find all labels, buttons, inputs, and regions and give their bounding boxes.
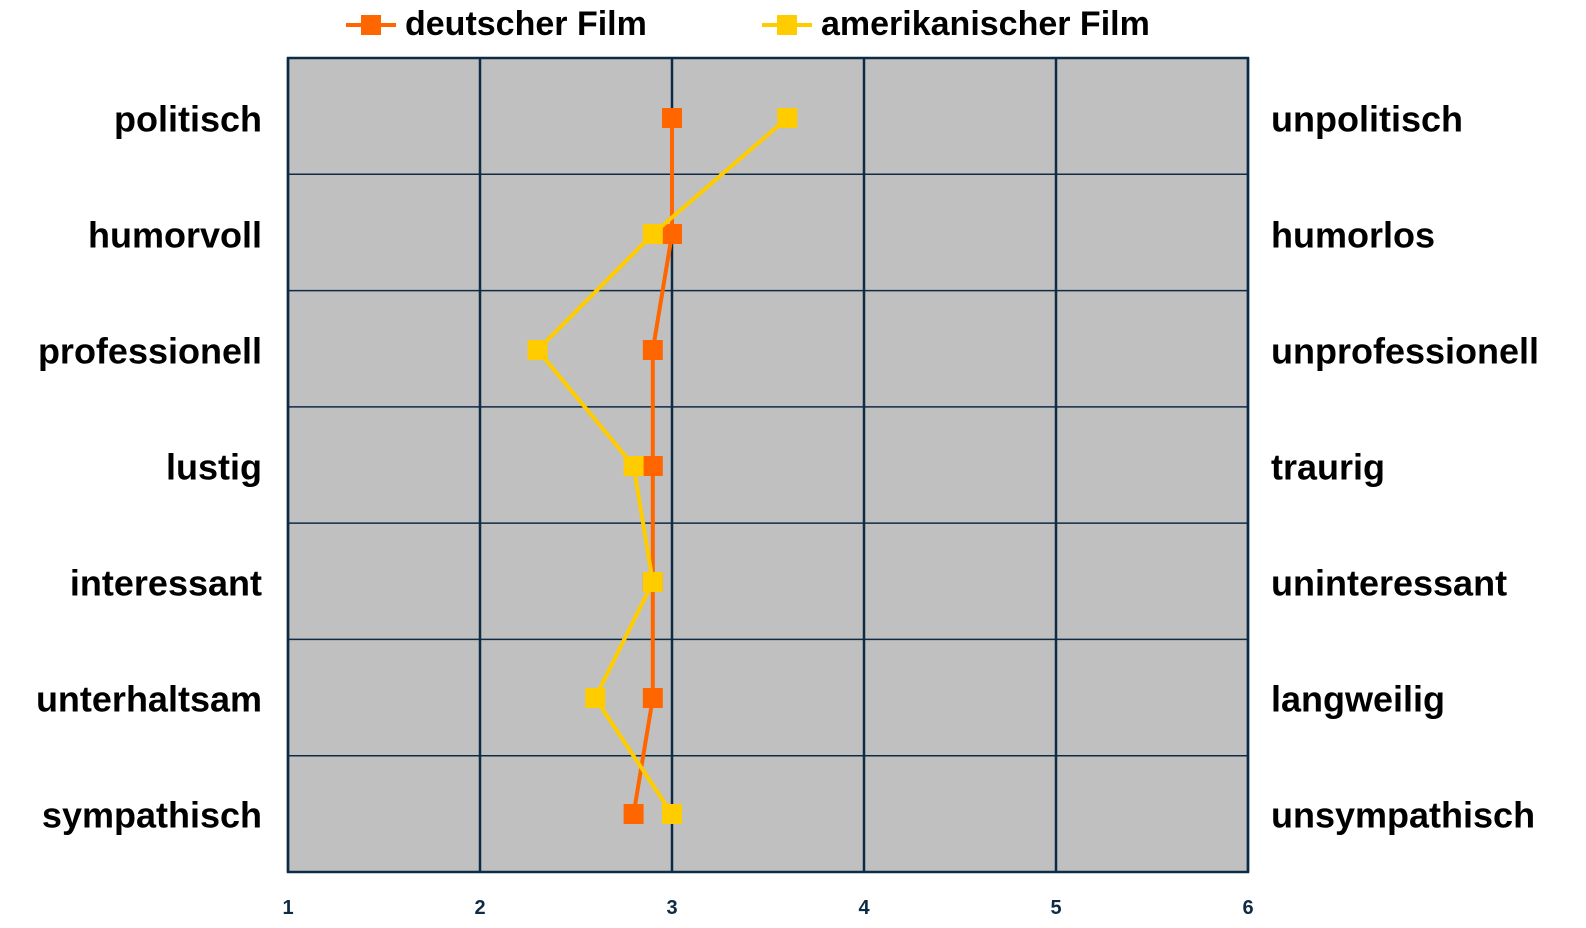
data-point — [777, 108, 798, 128]
right-category-label: uninteressant — [1271, 563, 1507, 604]
left-category-label: unterhaltsam — [36, 679, 262, 720]
data-point — [623, 456, 644, 476]
left-category-label: professionell — [38, 331, 262, 372]
x-tick-label: 2 — [474, 897, 485, 919]
right-category-label: humorlos — [1271, 215, 1435, 256]
left-category-label: sympathisch — [42, 795, 262, 836]
plot-area — [288, 58, 1248, 872]
data-point — [585, 688, 606, 708]
left-category-label: interessant — [70, 563, 262, 604]
legend: deutscher Film amerikanischer Film — [346, 5, 1150, 43]
legend-label: amerikanischer Film — [821, 5, 1150, 43]
right-category-label: traurig — [1271, 447, 1385, 488]
x-tick-label: 4 — [858, 897, 870, 919]
left-category-label: lustig — [166, 447, 262, 488]
x-axis-ticks: 1 2 3 4 5 6 — [282, 897, 1253, 919]
data-point — [662, 804, 682, 824]
x-tick-label: 1 — [282, 897, 293, 919]
x-tick-label: 3 — [666, 897, 677, 919]
data-point — [642, 572, 663, 592]
legend-marker — [361, 15, 381, 35]
right-category-label: unsympathisch — [1271, 795, 1535, 836]
data-point — [642, 688, 663, 708]
legend-label: deutscher Film — [405, 5, 647, 43]
left-category-label: politisch — [114, 99, 262, 140]
left-category-labels: politisch humorvoll professionell lustig int… — [36, 99, 262, 836]
right-category-labels: unpolitisch humorlos unprofessionell trauri… — [1271, 99, 1539, 836]
legend-item: amerikanischer Film — [762, 5, 1150, 43]
left-category-label: humorvoll — [88, 215, 262, 256]
x-tick-label: 6 — [1242, 897, 1253, 919]
plot-border — [286, 56, 1250, 874]
data-point — [662, 224, 682, 244]
data-point — [662, 108, 682, 128]
x-tick-label: 5 — [1050, 897, 1061, 919]
data-point — [642, 456, 663, 476]
data-point — [527, 340, 548, 360]
data-point — [623, 804, 644, 824]
data-point — [642, 340, 663, 360]
right-category-label: langweilig — [1271, 679, 1445, 720]
series-2 — [527, 108, 798, 824]
data-point — [642, 224, 663, 244]
right-category-label: unprofessionell — [1271, 331, 1539, 372]
legend-item: deutscher Film — [346, 5, 647, 43]
right-category-label: unpolitisch — [1271, 99, 1463, 140]
legend-marker — [777, 15, 797, 35]
series-layer — [527, 108, 798, 824]
